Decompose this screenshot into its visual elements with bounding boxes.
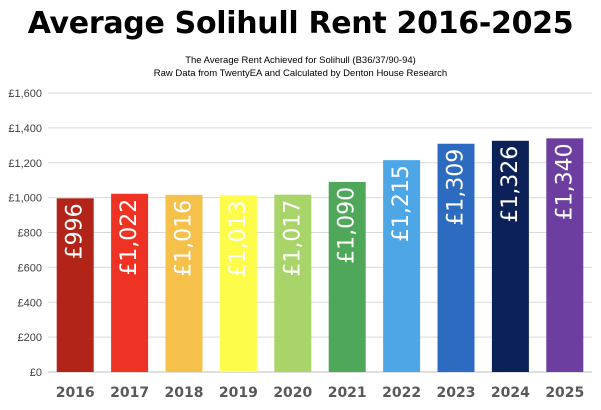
y-tick-label: £800 [18, 228, 42, 240]
data-label: £1,090 [335, 187, 360, 264]
x-axis-tick-labels: 2016 2017 2018 2019 2020 2021 2022 2023 2024 2025 [56, 385, 585, 401]
x-tick-label: 2019 [219, 385, 258, 401]
data-label: £1,016 [172, 200, 197, 277]
chart-subtitle-line-2: Raw Data from TwentyEA and Calculated by… [153, 68, 448, 79]
bar-2016 [56, 198, 94, 372]
y-tick-label: £1,000 [8, 193, 42, 205]
data-label: £1,326 [498, 146, 523, 223]
data-label: £1,017 [280, 200, 305, 277]
y-tick-label: £0 [30, 367, 42, 379]
data-label: £996 [63, 203, 88, 259]
x-tick-label: 2016 [56, 385, 95, 401]
y-tick-label: £200 [18, 332, 42, 344]
x-tick-label: 2021 [328, 385, 367, 401]
x-tick-label: 2024 [491, 385, 530, 401]
data-label: £1,215 [389, 165, 414, 242]
y-tick-label: £1,600 [8, 88, 42, 100]
bar-2017 [111, 193, 149, 372]
x-tick-label: 2017 [110, 385, 149, 401]
y-tick-label: £1,400 [8, 123, 42, 135]
x-tick-label: 2022 [382, 385, 421, 401]
bar-2024 [491, 140, 529, 372]
y-tick-label: £1,200 [8, 158, 42, 170]
data-label: £1,340 [552, 143, 577, 220]
y-tick-label: £600 [18, 262, 42, 274]
data-label: £1,309 [444, 149, 469, 226]
chart-subtitle-line-1: The Average Rent Achieved for Solihull (… [185, 55, 416, 66]
y-tick-label: £400 [18, 297, 42, 309]
bar-2023 [437, 143, 475, 372]
data-label: £1,013 [226, 200, 251, 277]
bar-2020 [274, 194, 312, 372]
bar-2019 [219, 195, 257, 372]
data-labels: £996 £1,022 £1,016 £1,013 £1,017 £1,090 £1,215… [63, 143, 578, 277]
bar-2018 [165, 194, 203, 372]
x-tick-label: 2023 [437, 385, 476, 401]
bars [56, 138, 584, 372]
bar-2025 [546, 138, 584, 372]
data-label: £1,022 [117, 199, 142, 276]
x-tick-label: 2018 [165, 385, 204, 401]
x-tick-label: 2020 [273, 385, 312, 401]
bar-2021 [328, 181, 366, 372]
y-axis-tick-labels: £0 £200 £400 £600 £800 £1,000 £1,200 £1,400 £1,6… [8, 88, 42, 379]
chart-title: Average Solihull Rent 2016-2025 [27, 6, 574, 41]
bar-2022 [383, 160, 421, 372]
x-tick-label: 2025 [545, 385, 584, 401]
